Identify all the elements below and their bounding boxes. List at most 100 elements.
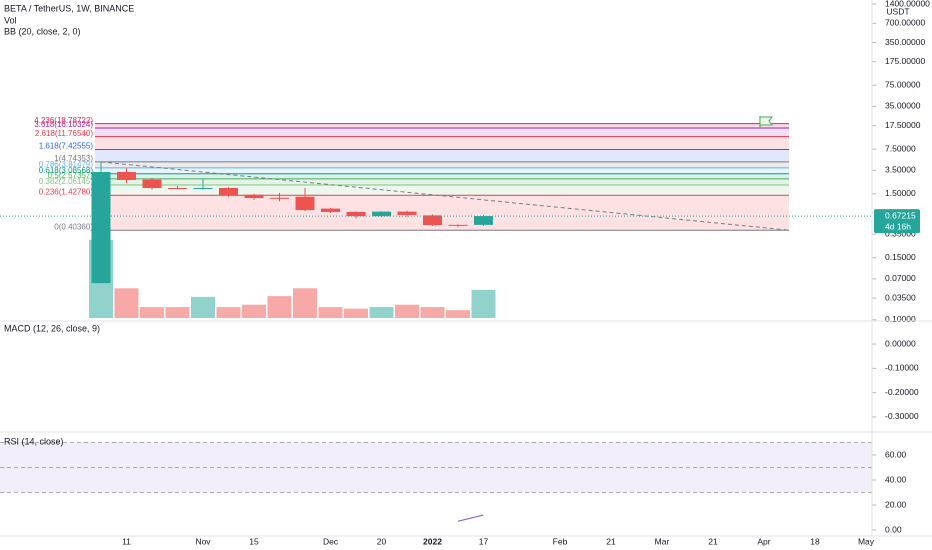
trendline [100,161,790,231]
volume-bar [369,307,394,318]
candle-body [448,224,468,226]
y-tick-label: 1.50000 [885,188,916,198]
y-tick-label: 35.00000 [885,101,921,111]
candle-body [474,216,493,225]
y-tick-label: 17.50000 [885,120,921,130]
x-tick-label: 11 [122,536,131,546]
y-tick-label: 3.50000 [885,165,916,175]
x-tick-label: 20 [377,536,387,546]
y-tick-label: -0.10000 [885,363,919,373]
candle-body [372,211,391,217]
indicator-label: Vol [4,15,17,25]
fib-level-label: 3.618(16.10324) [34,120,93,129]
bar-countdown: 4d 16h [885,221,911,231]
candle-body [397,211,417,215]
candle-body [295,196,315,211]
y-tick-label: 0.00000 [885,338,916,348]
y-tick-label: 75.00000 [885,80,921,90]
fib-level-label: 0.618(3.08568) [39,166,94,175]
fib-band [95,161,789,168]
y-tick-label: 0.10000 [885,314,916,324]
last-price-label: 0.67215 [885,210,916,220]
y-tick-label: -0.30000 [885,411,919,421]
fib-band [95,173,789,179]
volume-bar [267,296,292,318]
y-tick-label: 0.35000 [885,228,916,238]
volume-bar [140,307,164,318]
fib-band [95,178,789,186]
volume-bar [344,308,368,318]
candle-body [423,215,442,226]
x-tick-label: Apr [757,536,770,546]
y-tick-label: 40.00 [885,474,907,484]
fib-band [95,127,789,137]
x-tick-label: 17 [479,536,489,546]
fib-level-label: 0(0.40360) [54,222,93,231]
volume-bar [114,288,139,318]
volume-bar [216,307,241,318]
back-layer: 0(0.40360)0.236(1.42780)0.382(2.06145)0.… [0,116,872,493]
y-tick-label: 350.00000 [885,37,925,47]
x-tick-label: 21 [606,536,616,546]
fib-level-label: 2.618(11.76540) [35,129,93,138]
fib-level-label: 0.382(2.06145) [39,177,94,186]
currency-label: USDT [886,6,909,16]
candle-body [193,188,213,190]
candle-body [168,188,187,190]
fib-level-label: 4.236(18.78722) [34,116,93,125]
x-tick-label: Nov [195,536,211,546]
fib-band [95,185,789,196]
candle-body [91,172,111,284]
y-tick-label: 20.00 [885,499,907,509]
volume-bar [446,310,470,318]
volume-bar [293,288,317,318]
volume-bar [318,307,343,318]
fib-level-label: 0.5(2.57357) [48,171,94,180]
candle-body [244,194,264,199]
chart-title: BETA / TetherUS, 1W, BINANCE [4,3,134,13]
rsi-title: RSI (14, close) [4,436,64,446]
fib-level-label: 0.786(3.81479) [39,160,94,169]
volume-bar [420,307,445,318]
fib-band [95,123,789,128]
x-tick-label: Mar [655,536,670,546]
fib-level-label: 1.618(7.42555) [39,142,94,151]
last-price-tag [874,209,920,234]
fib-band [95,136,789,150]
indicator-label: BB (20, close, 2, 0) [4,26,81,36]
flag-icon [759,116,773,128]
candle-body [117,172,136,180]
fib-band [95,167,789,174]
volume-bar [395,304,419,318]
candle-body [346,211,366,217]
volume-bar [191,296,215,318]
y-tick-label: -0.20000 [885,387,919,397]
x-tick-label: 21 [708,536,718,546]
y-tick-label: 0.07000 [885,273,916,283]
fib-level-label: 1(4.74353) [54,154,93,163]
x-tick-label: Dec [323,536,339,546]
fib-level-label: 0.236(1.42780) [39,187,94,196]
y-tick-label: 700.00000 [885,18,925,28]
y-tick-label: 0.00 [885,524,902,534]
volume-bar [242,304,266,318]
fib-band [95,149,789,162]
y-tick-label: 1400.00000 [885,0,930,8]
y-tick-label: 7.50000 [885,143,916,153]
rsi-line [457,514,484,522]
y-tick-label: 175.00000 [885,56,925,66]
x-tick-label: 18 [810,536,820,546]
macd-title: MACD (12, 26, close, 9) [4,323,100,333]
candle-body [270,197,289,199]
candle-body [219,188,238,195]
volume-bar [165,307,190,318]
x-tick-label: 2022 [423,536,442,546]
x-tick-label: May [858,536,875,546]
volume-bar [471,289,496,318]
x-tick-label: Feb [553,536,568,546]
candle-body [142,179,162,189]
candle-body [321,208,340,212]
